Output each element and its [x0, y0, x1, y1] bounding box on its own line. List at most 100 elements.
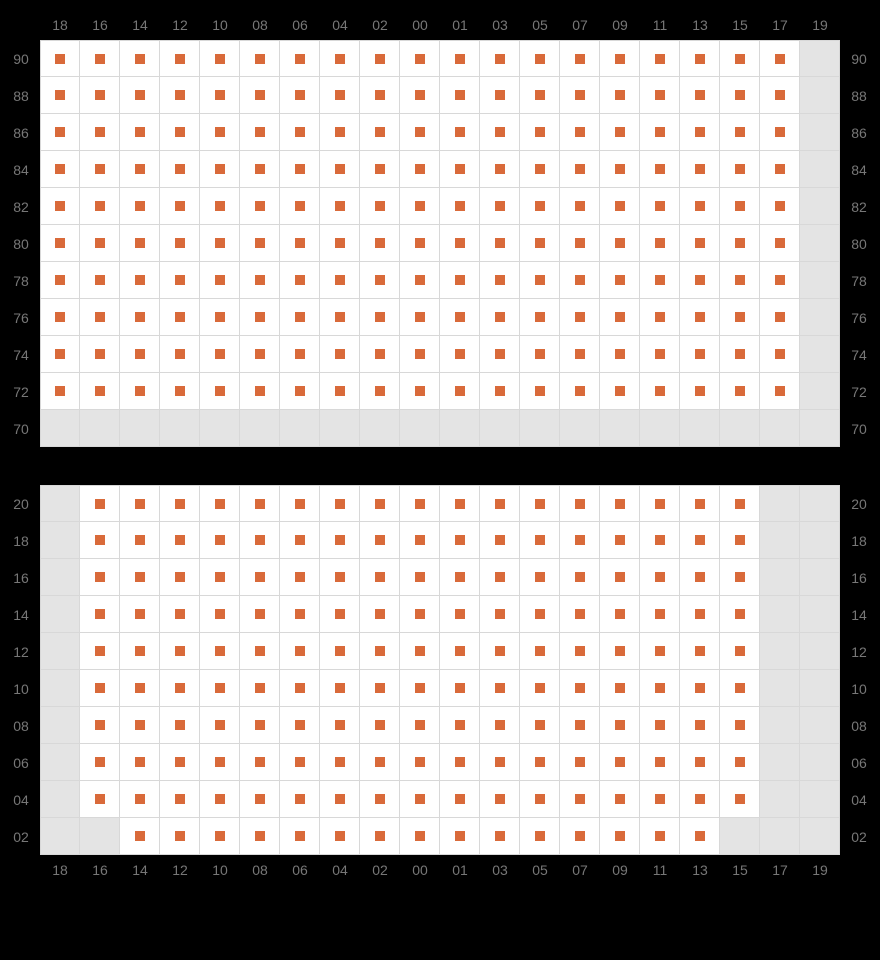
seat-cell[interactable] — [240, 114, 280, 151]
seat-cell[interactable] — [640, 633, 680, 670]
seat-cell[interactable] — [680, 485, 720, 522]
seat-cell[interactable] — [640, 707, 680, 744]
seat-cell[interactable] — [720, 225, 760, 262]
seat-cell[interactable] — [200, 596, 240, 633]
seat-cell[interactable] — [560, 559, 600, 596]
seat-cell[interactable] — [520, 188, 560, 225]
seat-cell[interactable] — [120, 77, 160, 114]
seat-cell[interactable] — [240, 299, 280, 336]
seat-cell[interactable] — [200, 151, 240, 188]
seat-cell[interactable] — [40, 225, 80, 262]
seat-cell[interactable] — [480, 559, 520, 596]
seat-cell[interactable] — [480, 633, 520, 670]
seat-cell[interactable] — [200, 633, 240, 670]
seat-cell[interactable] — [480, 225, 520, 262]
seat-cell[interactable] — [80, 633, 120, 670]
seat-cell[interactable] — [200, 485, 240, 522]
seat-cell[interactable] — [240, 40, 280, 77]
seat-cell[interactable] — [280, 596, 320, 633]
seat-cell[interactable] — [240, 373, 280, 410]
seat-cell[interactable] — [200, 670, 240, 707]
seat-cell[interactable] — [560, 114, 600, 151]
seat-cell[interactable] — [160, 707, 200, 744]
seat-cell[interactable] — [160, 336, 200, 373]
seat-cell[interactable] — [600, 670, 640, 707]
seat-cell[interactable] — [160, 151, 200, 188]
seat-cell[interactable] — [40, 336, 80, 373]
seat-cell[interactable] — [360, 707, 400, 744]
seat-cell[interactable] — [520, 262, 560, 299]
seat-cell[interactable] — [120, 114, 160, 151]
seat-cell[interactable] — [760, 77, 800, 114]
seat-cell[interactable] — [400, 633, 440, 670]
seat-cell[interactable] — [240, 522, 280, 559]
seat-cell[interactable] — [520, 40, 560, 77]
seat-cell[interactable] — [560, 262, 600, 299]
seat-cell[interactable] — [400, 299, 440, 336]
seat-cell[interactable] — [280, 188, 320, 225]
seat-cell[interactable] — [80, 40, 120, 77]
seat-cell[interactable] — [240, 151, 280, 188]
seat-cell[interactable] — [720, 596, 760, 633]
seat-cell[interactable] — [640, 670, 680, 707]
seat-cell[interactable] — [160, 559, 200, 596]
seat-cell[interactable] — [720, 114, 760, 151]
seat-cell[interactable] — [80, 225, 120, 262]
seat-cell[interactable] — [120, 299, 160, 336]
seat-cell[interactable] — [480, 744, 520, 781]
seat-cell[interactable] — [520, 522, 560, 559]
seat-cell[interactable] — [320, 188, 360, 225]
seat-cell[interactable] — [400, 336, 440, 373]
seat-cell[interactable] — [160, 670, 200, 707]
seat-cell[interactable] — [200, 336, 240, 373]
seat-cell[interactable] — [200, 40, 240, 77]
seat-cell[interactable] — [320, 151, 360, 188]
seat-cell[interactable] — [240, 707, 280, 744]
seat-cell[interactable] — [680, 299, 720, 336]
seat-cell[interactable] — [680, 522, 720, 559]
seat-cell[interactable] — [400, 744, 440, 781]
seat-cell[interactable] — [640, 262, 680, 299]
seat-cell[interactable] — [480, 336, 520, 373]
seat-cell[interactable] — [560, 336, 600, 373]
seat-cell[interactable] — [440, 596, 480, 633]
seat-cell[interactable] — [680, 225, 720, 262]
seat-cell[interactable] — [120, 559, 160, 596]
seat-cell[interactable] — [80, 707, 120, 744]
seat-cell[interactable] — [440, 151, 480, 188]
seat-cell[interactable] — [80, 485, 120, 522]
seat-cell[interactable] — [120, 373, 160, 410]
seat-cell[interactable] — [640, 299, 680, 336]
seat-cell[interactable] — [440, 744, 480, 781]
seat-cell[interactable] — [320, 670, 360, 707]
seat-cell[interactable] — [80, 151, 120, 188]
seat-cell[interactable] — [120, 336, 160, 373]
seat-cell[interactable] — [120, 522, 160, 559]
seat-cell[interactable] — [80, 114, 120, 151]
seat-cell[interactable] — [560, 707, 600, 744]
seat-cell[interactable] — [200, 299, 240, 336]
seat-cell[interactable] — [760, 299, 800, 336]
seat-cell[interactable] — [520, 151, 560, 188]
seat-cell[interactable] — [360, 596, 400, 633]
seat-cell[interactable] — [480, 373, 520, 410]
seat-cell[interactable] — [720, 188, 760, 225]
seat-cell[interactable] — [560, 522, 600, 559]
seat-cell[interactable] — [560, 299, 600, 336]
seat-cell[interactable] — [280, 262, 320, 299]
seat-cell[interactable] — [560, 77, 600, 114]
seat-cell[interactable] — [720, 744, 760, 781]
seat-cell[interactable] — [680, 114, 720, 151]
seat-cell[interactable] — [40, 40, 80, 77]
seat-cell[interactable] — [240, 633, 280, 670]
seat-cell[interactable] — [120, 151, 160, 188]
seat-cell[interactable] — [440, 781, 480, 818]
seat-cell[interactable] — [200, 114, 240, 151]
seat-cell[interactable] — [400, 40, 440, 77]
seat-cell[interactable] — [480, 40, 520, 77]
seat-cell[interactable] — [760, 151, 800, 188]
seat-cell[interactable] — [480, 114, 520, 151]
seat-cell[interactable] — [600, 336, 640, 373]
seat-cell[interactable] — [720, 633, 760, 670]
seat-cell[interactable] — [400, 781, 440, 818]
